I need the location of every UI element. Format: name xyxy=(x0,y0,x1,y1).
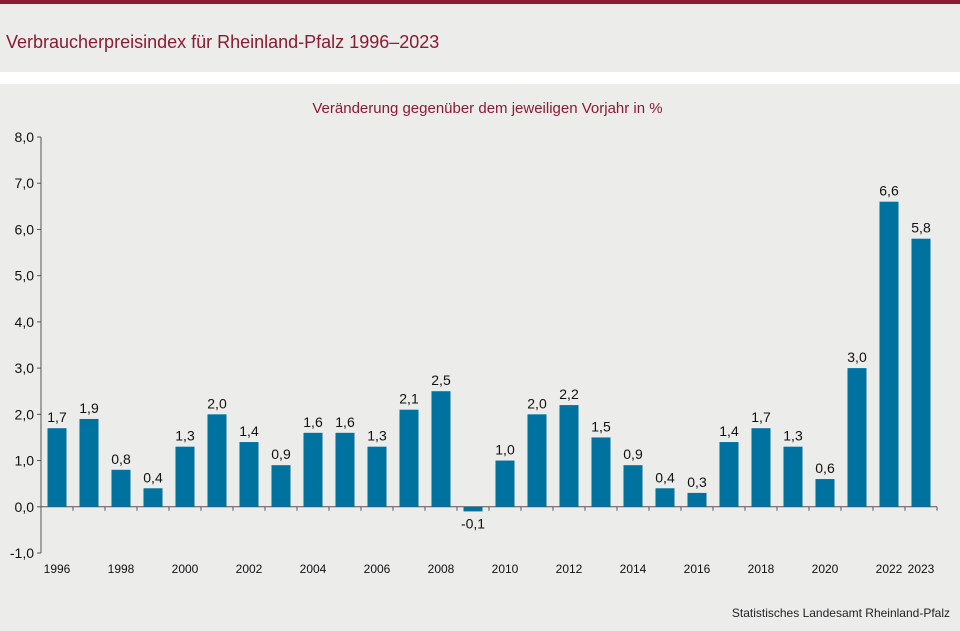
y-tick-label: 1,0 xyxy=(15,453,35,469)
bar-2012 xyxy=(559,405,579,507)
x-tick-label: 2000 xyxy=(172,562,199,576)
bar-2023 xyxy=(911,238,931,507)
bar-2007 xyxy=(399,409,419,507)
bar-2010 xyxy=(495,460,515,507)
bar-2022 xyxy=(879,201,899,507)
bar-2015 xyxy=(655,488,675,507)
data-label-1999: 0,4 xyxy=(143,469,163,485)
data-label-2023: 5,8 xyxy=(911,220,931,236)
y-tick-label: 4,0 xyxy=(15,314,35,330)
data-label-2019: 1,3 xyxy=(783,428,803,444)
data-label-2018: 1,7 xyxy=(751,409,771,425)
data-label-2016: 0,3 xyxy=(687,474,707,490)
data-label-2012: 2,2 xyxy=(559,386,579,402)
bar-2005 xyxy=(335,432,355,507)
source-note: Statistisches Landesamt Rheinland-Pfalz xyxy=(731,606,950,620)
x-tick-label: 2023 xyxy=(908,562,935,576)
bar-2001 xyxy=(207,414,227,507)
bar-2014 xyxy=(623,465,643,507)
x-tick-label: 2004 xyxy=(300,562,327,576)
data-label-2006: 1,3 xyxy=(367,428,387,444)
data-label-2007: 2,1 xyxy=(399,391,419,407)
bar-1997 xyxy=(79,418,99,507)
y-tick-label: 5,0 xyxy=(15,268,35,284)
y-tick-label: -1,0 xyxy=(10,545,34,561)
bar-2019 xyxy=(783,446,803,507)
bar-2004 xyxy=(303,432,323,507)
data-label-1998: 0,8 xyxy=(111,451,131,467)
x-tick-label: 2016 xyxy=(684,562,711,576)
bar-1999 xyxy=(143,488,163,507)
x-tick-label: 1998 xyxy=(108,562,135,576)
data-label-2001: 2,0 xyxy=(207,395,227,411)
data-label-2013: 1,5 xyxy=(591,418,611,434)
y-tick-label: 8,0 xyxy=(15,129,35,145)
data-label-2005: 1,6 xyxy=(335,414,355,430)
y-tick-label: 0,0 xyxy=(15,499,35,515)
x-tick-label: 2022 xyxy=(876,562,903,576)
x-tick-label: 2006 xyxy=(364,562,391,576)
bar-1998 xyxy=(111,469,131,507)
page-title: Verbraucherpreisindex für Rheinland-Pfal… xyxy=(6,32,440,52)
data-label-2002: 1,4 xyxy=(239,423,259,439)
chart-subtitle: Veränderung gegenüber dem jeweiligen Vor… xyxy=(312,100,663,117)
top-accent-bar xyxy=(0,0,960,4)
bar-2017 xyxy=(719,442,739,507)
bar-2020 xyxy=(815,479,835,507)
bar-2003 xyxy=(271,465,291,507)
x-tick-label: 1996 xyxy=(44,562,71,576)
data-label-2021: 3,0 xyxy=(847,349,867,365)
data-label-2020: 0,6 xyxy=(815,460,835,476)
x-tick-label: 2014 xyxy=(620,562,647,576)
bar-1996 xyxy=(47,428,67,507)
data-label-2011: 2,0 xyxy=(527,395,547,411)
data-label-2009: -0,1 xyxy=(461,515,485,531)
x-tick-label: 2008 xyxy=(428,562,455,576)
bar-2009 xyxy=(463,506,483,512)
data-label-2010: 1,0 xyxy=(495,442,515,458)
bar-2013 xyxy=(591,437,611,507)
data-label-2017: 1,4 xyxy=(719,423,739,439)
bar-chart: -1,0 0,0 1,0 2,0 3,0 4,0 5,0 6,0 7,0 8,0 1,7 1996 1,… xyxy=(10,129,938,576)
x-tick-label: 2002 xyxy=(236,562,263,576)
y-tick-label: 2,0 xyxy=(15,406,35,422)
header: Verbraucherpreisindex für Rheinland-Pfal… xyxy=(0,4,960,72)
data-label-2022: 6,6 xyxy=(879,183,899,199)
bar-2016 xyxy=(687,492,707,507)
y-tick-label: 7,0 xyxy=(15,175,35,191)
bar-2021 xyxy=(847,368,867,507)
data-label-2014: 0,9 xyxy=(623,446,643,462)
data-label-2015: 0,4 xyxy=(655,469,675,485)
y-tick-label: 6,0 xyxy=(15,221,35,237)
data-label-1996: 1,7 xyxy=(47,409,67,425)
header-separator xyxy=(0,72,960,84)
bar-2011 xyxy=(527,414,547,507)
bar-2008 xyxy=(431,391,451,507)
y-tick-label: 3,0 xyxy=(15,360,35,376)
data-label-2008: 2,5 xyxy=(431,372,451,388)
data-label-1997: 1,9 xyxy=(79,400,99,416)
data-label-2003: 0,9 xyxy=(271,446,291,462)
x-tick-label: 2020 xyxy=(812,562,839,576)
data-label-2000: 1,3 xyxy=(175,428,195,444)
bar-2006 xyxy=(367,446,387,507)
x-tick-label: 2018 xyxy=(748,562,775,576)
x-tick-label: 2012 xyxy=(556,562,583,576)
x-tick-label: 2010 xyxy=(492,562,519,576)
bar-2000 xyxy=(175,446,195,507)
bar-2002 xyxy=(239,442,259,507)
bar-2018 xyxy=(751,428,771,507)
chart-panel: Veränderung gegenüber dem jeweiligen Vor… xyxy=(0,84,960,631)
data-label-2004: 1,6 xyxy=(303,414,323,430)
